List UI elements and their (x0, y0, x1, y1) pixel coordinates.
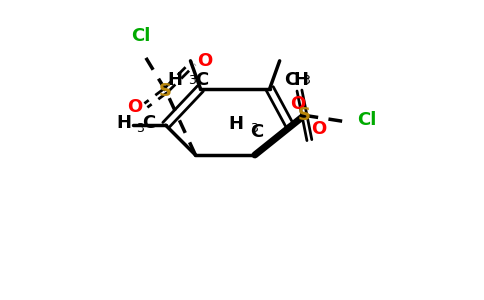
Text: O: O (311, 120, 327, 138)
Text: H: H (228, 115, 243, 133)
Text: H: H (167, 71, 182, 89)
Text: O: O (197, 52, 212, 70)
Text: C: C (285, 71, 298, 89)
Text: 3: 3 (250, 122, 258, 135)
Text: C: C (142, 114, 155, 132)
Text: 3: 3 (136, 122, 144, 135)
Text: H: H (293, 71, 308, 89)
Text: S: S (159, 82, 172, 100)
Text: O: O (127, 98, 142, 116)
Text: 3: 3 (188, 74, 197, 87)
Text: Cl: Cl (131, 27, 151, 45)
Text: C: C (196, 71, 209, 89)
Text: Cl: Cl (357, 111, 376, 129)
Text: O: O (290, 94, 305, 112)
Text: S: S (298, 106, 311, 124)
Text: 3: 3 (302, 74, 310, 87)
Text: C: C (250, 123, 263, 141)
Text: H: H (116, 114, 131, 132)
